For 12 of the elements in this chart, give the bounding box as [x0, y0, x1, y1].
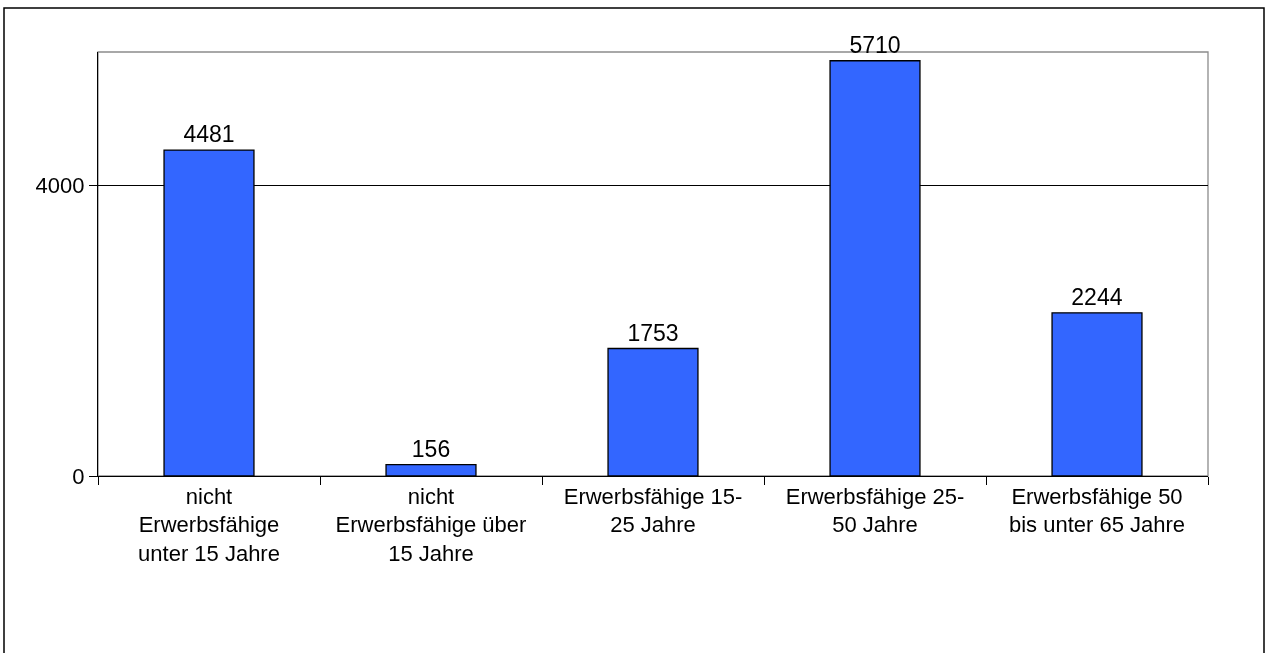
x-tick-label: nicht Erwerbsfähige über 15 Jahre	[335, 483, 527, 566]
y-tick-label: 0	[72, 463, 85, 489]
y-tick-label: 4000	[35, 172, 85, 198]
data-label: 156	[411, 435, 451, 462]
data-label: 4481	[183, 121, 235, 148]
x-tick-label: nicht Erwerbsfähige unter 15 Jahre	[138, 483, 280, 566]
data-label: 5710	[849, 31, 901, 58]
data-label: 1753	[627, 319, 679, 346]
x-tick-label: Erwerbsfähige 25-50 Jahre	[785, 483, 965, 538]
data-label: 2244	[1071, 283, 1123, 310]
x-tick-label: Erwerbsfähige 15-25 Jahre	[563, 483, 743, 538]
x-tick-label: Erwerbsfähige 50 bis unter 65 Jahre	[1008, 483, 1186, 538]
